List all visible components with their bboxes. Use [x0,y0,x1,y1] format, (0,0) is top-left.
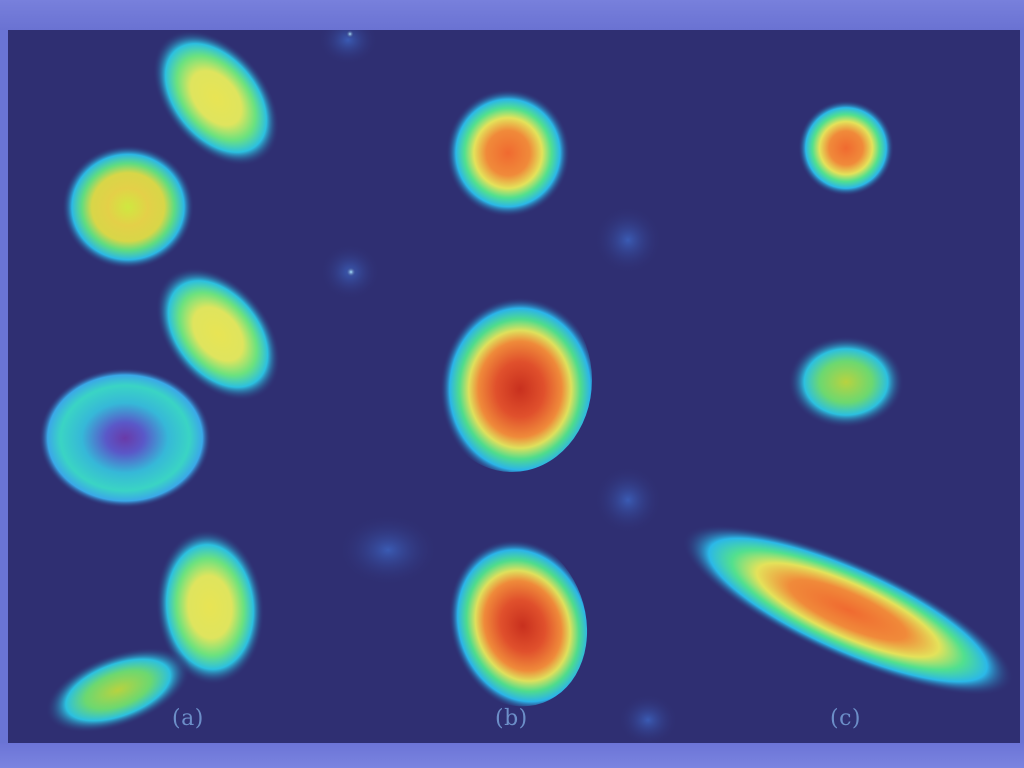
galaxy-b3 [438,533,588,707]
panel-label-c: (c) [830,706,861,731]
galaxy-c3-edge-on [682,524,1014,696]
galaxy-c1 [798,100,894,196]
galaxy-a5 [155,529,265,685]
panel-label-a: (a) [172,706,204,731]
galaxy-a1 [152,30,280,166]
saliency-heatmap-figure [39,30,1014,743]
column-c-galaxies [682,100,1014,696]
column-a-galaxies [39,30,281,733]
galaxy-b1 [446,89,570,217]
frame-top-border [0,0,1024,30]
heatmap-canvas [8,30,1020,743]
galaxy-c2 [788,336,904,428]
column-b-galaxies [432,89,592,707]
galaxy-a6 [45,647,191,733]
galaxy-b2 [432,288,592,472]
galaxy-a2 [62,145,194,269]
panel-label-b: (b) [495,706,528,731]
background-noise [318,30,678,743]
galaxy-a3 [155,267,281,401]
galaxy-a4-ring [39,368,211,508]
frame-bottom-border [0,743,1024,768]
